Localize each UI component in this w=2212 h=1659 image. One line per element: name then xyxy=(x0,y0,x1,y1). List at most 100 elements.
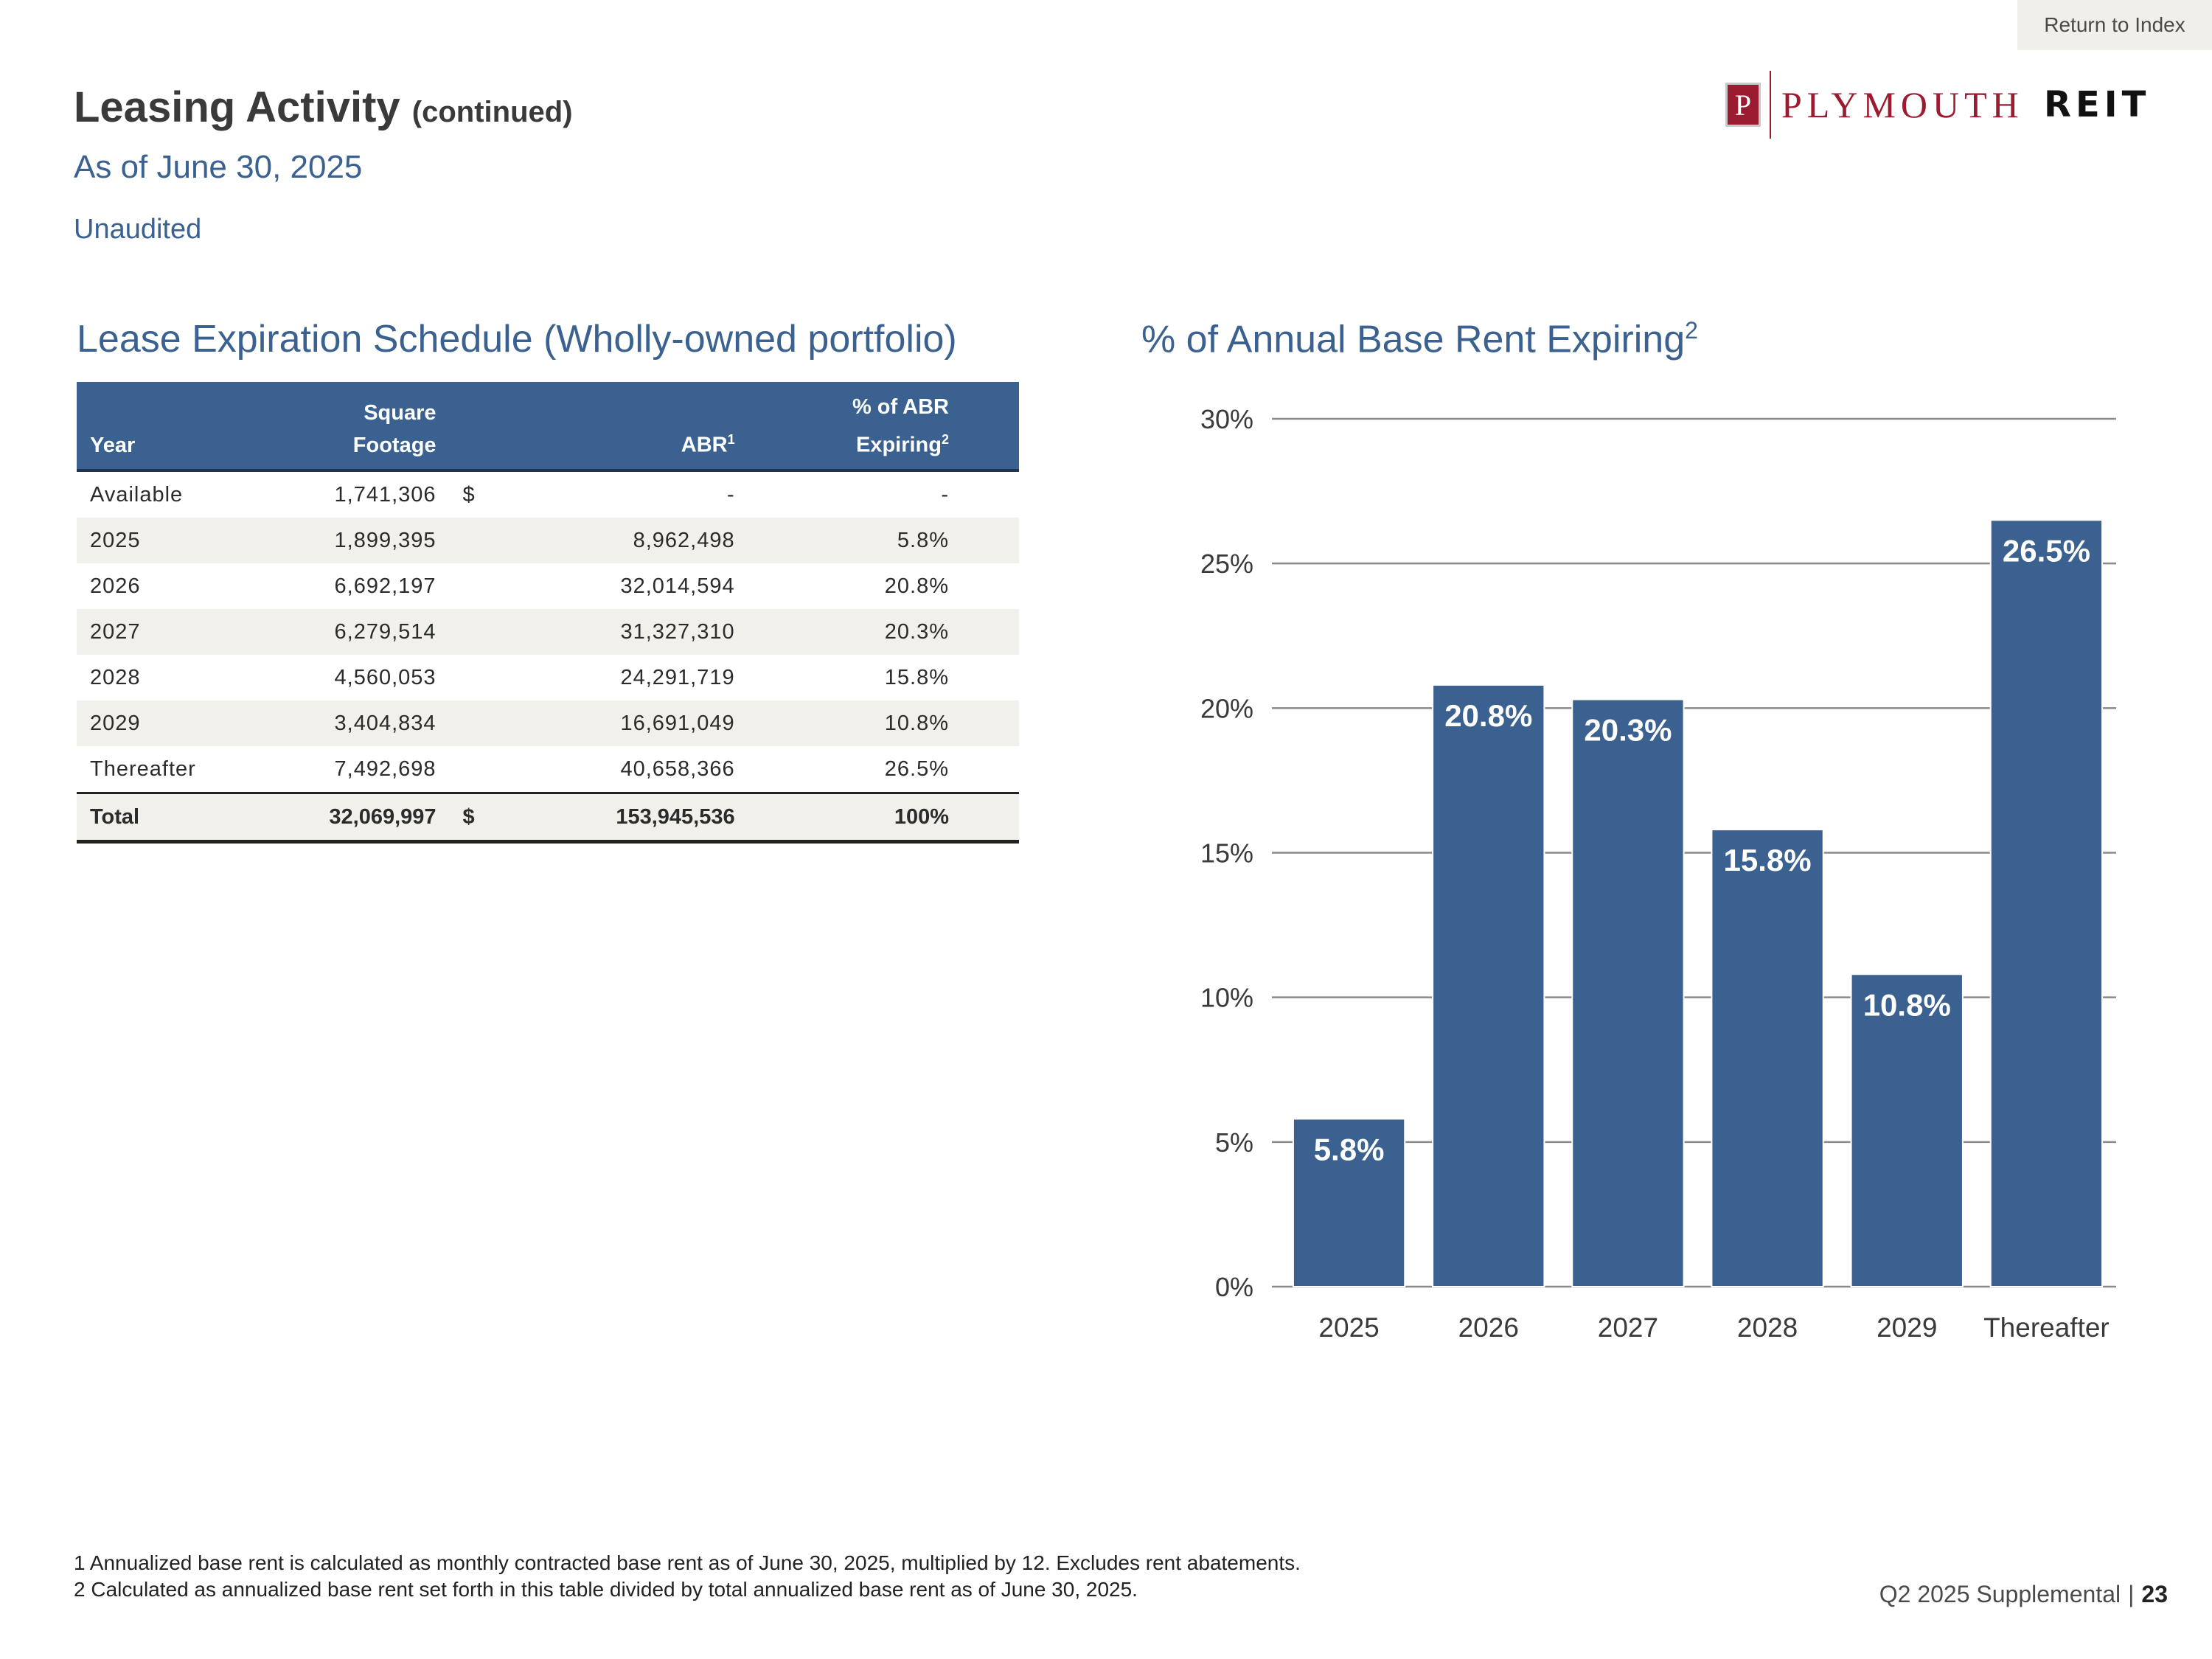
total-sqft: 32,069,997 xyxy=(281,793,450,842)
table-row: Available 1,741,306 $ - - xyxy=(77,470,1019,518)
logo-reit: REIT xyxy=(2044,84,2151,125)
col-header-abr: ABR1 xyxy=(513,382,772,470)
table-total-row: Total 32,069,997 $ 153,945,536 100% xyxy=(77,793,1019,842)
col-header-square-footage: Square Footage xyxy=(281,382,450,470)
data-label: 20.3% xyxy=(1584,713,1672,748)
cell-square-footage: 7,492,698 xyxy=(334,757,437,781)
y-tick-label: 30% xyxy=(1200,404,1253,434)
bar-2027 xyxy=(1571,698,1685,1287)
page-footer: Q2 2025 Supplemental | 23 xyxy=(1843,1581,2168,1608)
cell-year: 2028 xyxy=(90,665,141,689)
y-tick-label: 15% xyxy=(1200,838,1253,869)
footnote-2: 2 Calculated as annualized base rent set… xyxy=(74,1578,1138,1601)
cell-square-footage: 6,692,197 xyxy=(334,574,437,598)
cell-pct-abr: - xyxy=(941,482,949,507)
bar-2026 xyxy=(1432,684,1545,1287)
y-tick-label: 0% xyxy=(1215,1272,1253,1302)
data-label: 26.5% xyxy=(2003,533,2090,568)
unaudited-note: Unaudited xyxy=(74,214,202,245)
cell-currency xyxy=(449,609,514,655)
logo-wordmark: PLYMOUTH xyxy=(1781,84,2024,125)
cell-pct-abr: 20.8% xyxy=(884,574,949,598)
cell-square-footage: 1,899,395 xyxy=(281,518,450,563)
col-header-pct-line2: Expiring xyxy=(855,434,942,457)
bar-thereafter xyxy=(1989,519,2104,1288)
col-header-sq-line2: Footage xyxy=(352,434,437,457)
cell-year: 2027 xyxy=(77,609,282,655)
return-to-index-button[interactable]: Return to Index xyxy=(2017,0,2212,50)
abr-expiring-bar-chart: 0% 5% 10% 15% 20% 25% 30% 5.8% 2025 20.8% 2026 20.3… xyxy=(1200,404,2116,1343)
col-header-pct-line1: % of ABR xyxy=(852,395,949,420)
table-row: 2026 6,692,197 32,014,594 20.8% xyxy=(77,563,1019,609)
page-title-suffix: (continued) xyxy=(411,96,573,128)
col-header-pct-abr: % of ABR Expiring2 xyxy=(771,382,1019,470)
cell-square-footage: 4,560,053 xyxy=(334,665,437,689)
table-row: 2028 4,560,053 24,291,719 15.8% xyxy=(77,655,1019,700)
cell-currency xyxy=(450,563,514,609)
x-tick-label: 2025 xyxy=(1318,1312,1379,1343)
cell-abr: 24,291,719 xyxy=(620,665,735,689)
x-tick-label: Thereafter xyxy=(1983,1312,2110,1343)
page-title-main: Leasing Activity xyxy=(74,83,400,131)
table-row: 2025 1,899,395 8,962,498 5.8% xyxy=(77,518,1019,563)
report-label: Q2 2025 Supplemental xyxy=(1879,1581,2121,1607)
footer-separator: | xyxy=(2128,1581,2135,1607)
table-header-row: Year Square Footage ABR1 % of ABR Expiri… xyxy=(77,382,1019,470)
x-tick-label: 2026 xyxy=(1458,1312,1519,1343)
table-title: Lease Expiration Schedule (Wholly-owned … xyxy=(77,318,957,361)
total-year: Total xyxy=(77,793,282,842)
cell-year: Available xyxy=(90,482,184,507)
bar-2025 xyxy=(1292,1118,1406,1287)
cell-pct-abr: 10.8% xyxy=(771,700,1019,746)
total-pct: 100% xyxy=(771,793,1019,842)
y-tick-label: 10% xyxy=(1200,983,1253,1013)
cell-year: 2029 xyxy=(77,700,282,746)
cell-abr: - xyxy=(726,482,735,507)
bar-2028 xyxy=(1711,829,1824,1287)
page-title: Leasing Activity (continued) xyxy=(74,83,573,132)
col-header-year: Year xyxy=(77,382,282,470)
cell-year: Thereafter xyxy=(90,757,196,781)
x-tick-label: 2027 xyxy=(1598,1312,1658,1343)
cell-year: 2025 xyxy=(77,518,282,563)
col-header-pct-footnote: 2 xyxy=(941,432,949,448)
cell-square-footage: 3,404,834 xyxy=(281,700,450,746)
total-dollar: $ xyxy=(449,793,514,842)
bar-2029 xyxy=(1850,973,1964,1288)
footnote-1: 1 Annualized base rent is calculated as … xyxy=(74,1551,1301,1574)
col-header-abr-label: ABR xyxy=(681,434,728,457)
cell-pct-abr: 20.3% xyxy=(771,609,1019,655)
x-tick-label: 2028 xyxy=(1737,1312,1798,1343)
data-label: 10.8% xyxy=(1863,987,1951,1022)
cell-pct-abr: 15.8% xyxy=(884,665,949,689)
data-label: 5.8% xyxy=(1314,1132,1385,1166)
data-label: 15.8% xyxy=(1724,843,1812,877)
x-tick-label: 2029 xyxy=(1877,1312,1937,1343)
cell-abr: 16,691,049 xyxy=(513,700,772,746)
cell-currency xyxy=(449,700,514,746)
cell-square-footage: 1,741,306 xyxy=(334,482,437,507)
table-row: Thereafter 7,492,698 40,658,366 26.5% xyxy=(77,746,1019,793)
cell-currency xyxy=(450,655,514,700)
lease-expiration-table: Year Square Footage ABR1 % of ABR Expiri… xyxy=(77,382,1019,844)
cell-abr: 31,327,310 xyxy=(513,609,772,655)
cell-currency xyxy=(450,746,514,793)
cell-year: 2026 xyxy=(90,574,141,598)
cell-currency: $ xyxy=(462,482,476,507)
cell-pct-abr: 5.8% xyxy=(771,518,1019,563)
chart-title: % of Annual Base Rent Expiring2 xyxy=(1141,317,1698,361)
chart-title-footnote: 2 xyxy=(1685,317,1698,344)
table-row: 2029 3,404,834 16,691,049 10.8% xyxy=(77,700,1019,746)
page-number: 23 xyxy=(2141,1581,2168,1607)
y-tick-label: 5% xyxy=(1215,1127,1253,1158)
total-abr: 153,945,536 xyxy=(513,793,772,842)
chart-title-text: % of Annual Base Rent Expiring xyxy=(1141,318,1686,361)
logo-divider xyxy=(1770,71,1771,139)
y-tick-label: 20% xyxy=(1200,693,1253,723)
col-header-abr-footnote: 1 xyxy=(727,432,735,448)
cell-pct-abr: 26.5% xyxy=(884,757,949,781)
logo-mark: P xyxy=(1725,83,1761,127)
col-header-sq-line1: Square xyxy=(364,401,437,425)
cell-currency xyxy=(449,518,514,563)
data-label: 20.8% xyxy=(1444,698,1532,733)
